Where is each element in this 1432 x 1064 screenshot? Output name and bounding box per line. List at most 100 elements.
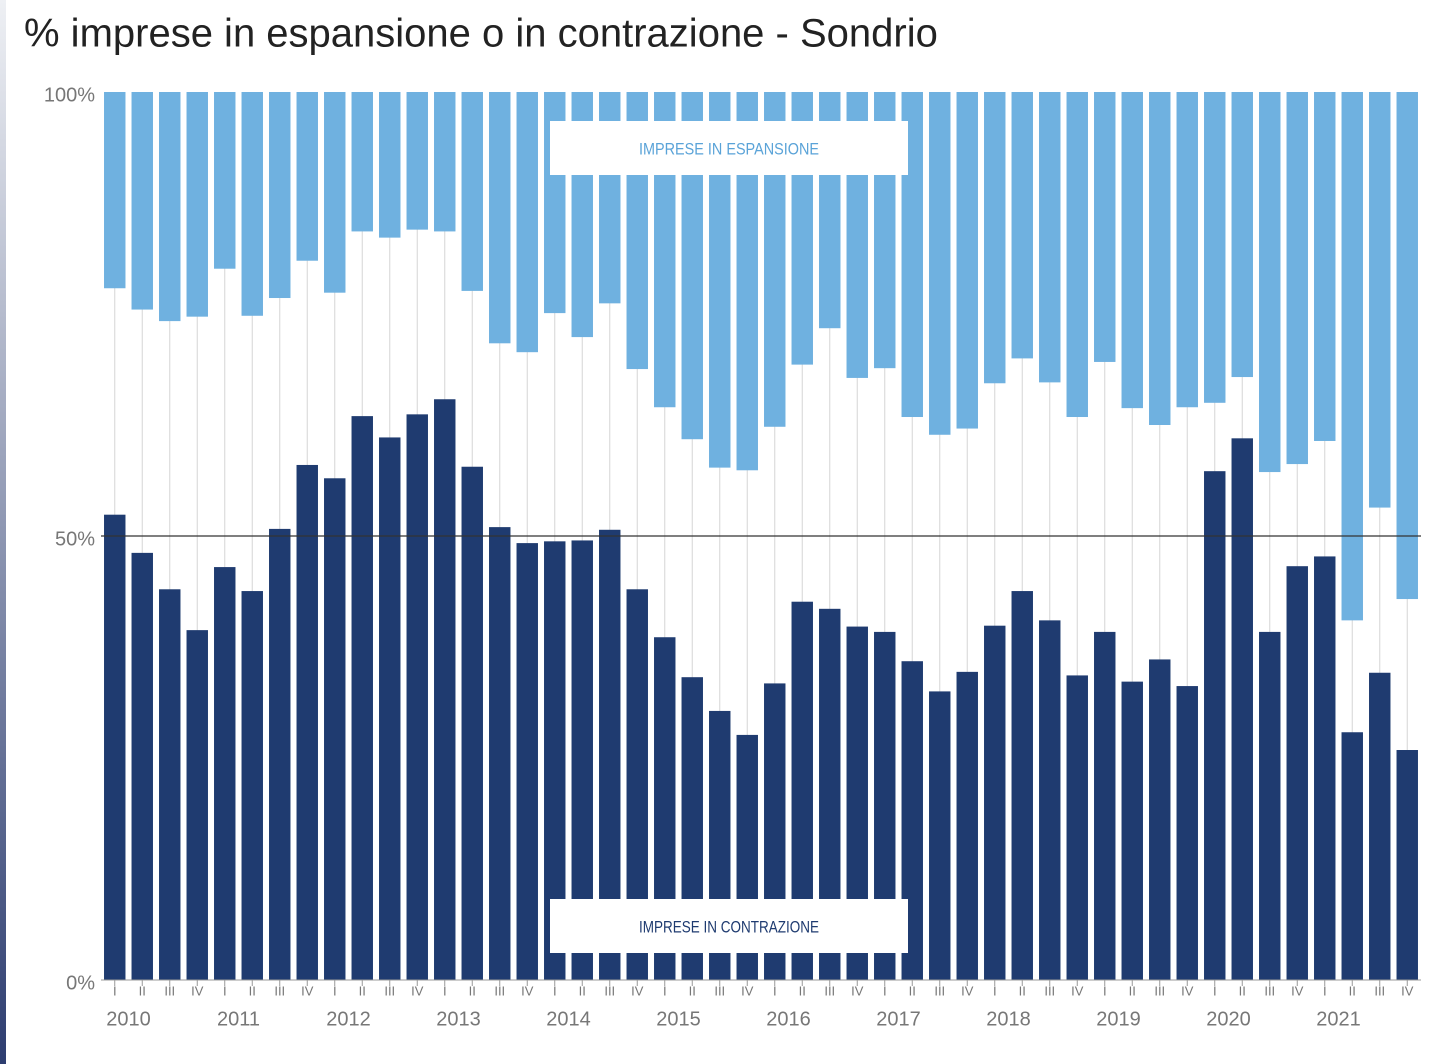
bar — [1204, 92, 1226, 403]
x-tick-label: I — [993, 983, 997, 998]
x-tick-label: III — [1264, 983, 1275, 998]
x-tick-label: I — [553, 983, 557, 998]
bar — [406, 414, 428, 980]
bar — [131, 552, 153, 980]
y-tick-label: 50% — [55, 528, 95, 550]
bar — [489, 92, 511, 344]
x-tick-label: I — [663, 983, 667, 998]
year-label: 2017 — [876, 1008, 921, 1030]
x-tick-label: II — [139, 983, 146, 998]
bar — [1066, 675, 1088, 980]
bar — [874, 631, 896, 980]
bar — [351, 92, 373, 232]
x-tick-label: I — [223, 983, 227, 998]
x-tick-label: II — [799, 983, 806, 998]
year-label: 2020 — [1206, 1008, 1251, 1030]
bar — [1011, 92, 1033, 359]
bar — [1149, 92, 1171, 425]
bar — [764, 92, 786, 427]
x-tick-label: II — [1239, 983, 1246, 998]
x-tick-label: I — [443, 983, 447, 998]
year-label: 2021 — [1316, 1008, 1361, 1030]
bar — [1011, 591, 1033, 980]
x-tick-label: IV — [1071, 983, 1084, 998]
x-tick-label: II — [1019, 983, 1026, 998]
bar — [1369, 672, 1391, 980]
x-tick-label: IV — [191, 983, 204, 998]
year-label: 2011 — [217, 1008, 260, 1030]
x-tick-label: III — [1374, 983, 1385, 998]
bar — [214, 567, 236, 980]
bar — [241, 92, 263, 316]
y-tick-label: 100% — [44, 84, 95, 106]
x-tick-label: III — [604, 983, 615, 998]
bar — [681, 92, 703, 440]
bar — [1176, 686, 1198, 980]
x-tick-label: I — [1213, 983, 1217, 998]
bar — [1341, 732, 1363, 980]
x-tick-label: II — [359, 983, 366, 998]
x-tick-label: III — [1154, 983, 1165, 998]
x-tick-label: IV — [961, 983, 974, 998]
bar — [1039, 92, 1061, 383]
bar — [214, 92, 236, 269]
year-label: 2010 — [106, 1008, 151, 1030]
bar — [1094, 631, 1116, 980]
chart-title: % imprese in espansione o in contrazione… — [24, 12, 938, 56]
bar — [1039, 620, 1061, 980]
bar — [461, 92, 483, 291]
x-tick-label: I — [883, 983, 887, 998]
bar — [1396, 750, 1418, 980]
bar — [956, 92, 978, 429]
bar — [1341, 92, 1363, 621]
bar — [544, 541, 566, 980]
bar — [791, 601, 813, 980]
bar — [1149, 659, 1171, 980]
bar — [186, 630, 208, 980]
bar — [1396, 92, 1418, 600]
legend-box — [550, 899, 908, 953]
x-tick-label: III — [164, 983, 175, 998]
bar — [186, 92, 208, 317]
bar — [1231, 92, 1253, 378]
bar — [269, 528, 291, 980]
x-tick-label: IV — [1181, 983, 1194, 998]
bar — [1259, 92, 1281, 473]
bar — [1204, 471, 1226, 980]
bar — [1286, 92, 1308, 465]
x-tick-label: I — [113, 983, 117, 998]
bar — [159, 92, 181, 322]
x-tick-label: IV — [851, 983, 864, 998]
bar — [269, 92, 291, 299]
bar — [1121, 681, 1143, 980]
bar — [296, 464, 318, 981]
bar — [819, 608, 841, 980]
bar — [104, 92, 126, 289]
x-tick-label: II — [1129, 983, 1136, 998]
x-tick-label: III — [714, 983, 725, 998]
bar — [1176, 92, 1198, 408]
x-tick-label: IV — [741, 983, 754, 998]
x-tick-label: IV — [301, 983, 314, 998]
x-tick-label: III — [494, 983, 505, 998]
x-tick-label: I — [773, 983, 777, 998]
legend-box — [550, 121, 908, 175]
year-label: 2018 — [986, 1008, 1031, 1030]
legend-label: IMPRESE IN CONTRAZIONE — [639, 917, 819, 936]
legend-label: IMPRESE IN ESPANSIONE — [639, 139, 819, 158]
x-tick-label: III — [824, 983, 835, 998]
year-label: 2013 — [436, 1008, 481, 1030]
bar — [709, 92, 731, 468]
bar — [131, 92, 153, 310]
bar — [351, 416, 373, 980]
x-tick-label: IV — [1401, 983, 1414, 998]
bar — [461, 466, 483, 981]
x-tick-label: III — [274, 983, 285, 998]
year-label: 2019 — [1096, 1008, 1141, 1030]
bar — [929, 92, 951, 435]
bar — [571, 540, 593, 980]
bar — [516, 543, 538, 980]
x-tick-label: II — [909, 983, 916, 998]
bar — [654, 637, 676, 980]
year-label: 2015 — [656, 1008, 701, 1030]
